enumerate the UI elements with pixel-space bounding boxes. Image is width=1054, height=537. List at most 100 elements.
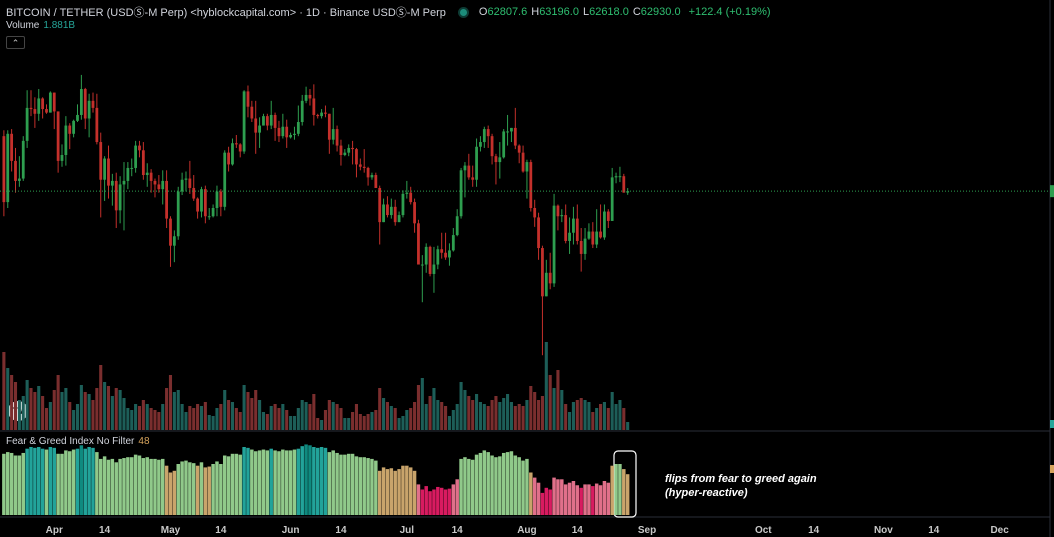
indicator-bar xyxy=(2,453,6,515)
volume-bar xyxy=(110,396,114,430)
volume-bar xyxy=(300,400,304,430)
symbol-title: BITCOIN / TETHER (USDⓈ-M Perp) <hyblockc… xyxy=(6,7,446,19)
indicator-bar xyxy=(191,463,196,515)
candle-body xyxy=(374,175,378,188)
volume-bar xyxy=(269,406,273,430)
indicator-bar xyxy=(184,460,188,515)
candle-body xyxy=(149,172,153,181)
annotation-line: (hyper-reactive) xyxy=(665,487,748,499)
candle-body xyxy=(502,131,506,158)
indicator-bar xyxy=(513,455,518,515)
volume-bar xyxy=(401,416,405,430)
candle-body xyxy=(33,109,37,114)
volume-bar xyxy=(587,402,591,430)
collapse-button[interactable]: ⌃ xyxy=(6,36,25,49)
candle-body xyxy=(118,184,122,211)
indicator-bar xyxy=(591,486,595,515)
indicator-bar xyxy=(463,457,467,515)
candle-body xyxy=(161,180,165,190)
indicator-bar xyxy=(529,472,533,515)
indicator-bar xyxy=(579,487,583,515)
candle-body xyxy=(393,206,397,223)
indicator-bar xyxy=(292,449,297,515)
volume-bar xyxy=(471,400,475,430)
volume-bar xyxy=(122,398,126,430)
indicator-bar xyxy=(323,447,328,515)
indicator-bar xyxy=(288,450,293,515)
candle-body xyxy=(219,191,223,207)
candle-body xyxy=(386,204,389,216)
indicator-bar xyxy=(126,457,130,515)
candle-body xyxy=(285,126,289,138)
indicator-bar xyxy=(195,465,200,515)
indicator-bar xyxy=(354,456,359,515)
indicator-bar xyxy=(269,448,273,515)
volume-bar xyxy=(161,404,165,430)
candle-body xyxy=(548,272,552,284)
candle-body xyxy=(176,191,180,237)
indicator-bar xyxy=(498,456,502,515)
candle-body xyxy=(533,208,537,218)
ohlc-label: L xyxy=(582,6,590,18)
candle-body xyxy=(17,178,21,181)
candle-body xyxy=(525,162,529,172)
indicator-bar xyxy=(211,464,215,515)
indicator-bar xyxy=(587,484,591,515)
volume-bar xyxy=(153,410,157,430)
indicator-bar xyxy=(250,449,254,515)
volume-bar xyxy=(289,416,293,430)
candle-body xyxy=(246,91,250,107)
volume-bar xyxy=(486,406,490,430)
candle-body xyxy=(114,180,118,211)
candle-body xyxy=(568,232,571,241)
candle-body xyxy=(72,120,76,134)
volume-bar xyxy=(192,408,196,430)
candle-body xyxy=(382,204,385,223)
indicator-bar xyxy=(416,484,421,515)
x-tick-label: Nov xyxy=(874,525,893,536)
candle-body xyxy=(591,231,595,245)
volume-bar xyxy=(103,382,107,430)
candle-body xyxy=(200,189,203,212)
indicator-bar xyxy=(571,481,576,515)
indicator-bar xyxy=(234,453,239,515)
volume-bar xyxy=(440,402,444,430)
volume-bar xyxy=(544,342,548,430)
indicator-bar xyxy=(71,449,76,515)
candle-body xyxy=(579,240,583,254)
candle-body xyxy=(440,249,444,253)
volume-bar xyxy=(118,390,122,430)
indicator-bar xyxy=(509,451,514,515)
indicator-bar xyxy=(331,450,335,515)
price-marker xyxy=(1050,185,1054,198)
indicator-bar xyxy=(83,448,87,515)
volume-bar xyxy=(21,396,25,430)
indicator-bar xyxy=(277,451,281,515)
indicator-bar xyxy=(33,447,37,515)
volume-bar xyxy=(285,410,289,430)
volume-bar xyxy=(614,404,618,430)
indicator-bar xyxy=(486,452,490,515)
candle-body xyxy=(76,114,79,121)
x-tick-label: 14 xyxy=(335,525,347,536)
indicator-bar xyxy=(602,481,607,515)
x-tick-label: 14 xyxy=(99,525,111,536)
volume-bar xyxy=(498,402,502,430)
volume-bar xyxy=(354,404,359,430)
indicator-bar xyxy=(598,485,603,515)
indicator-bar xyxy=(424,486,428,515)
indicator-bar xyxy=(176,464,180,515)
ohlc-label: C xyxy=(632,6,641,18)
volume-bar xyxy=(106,386,111,430)
x-tick-label: 14 xyxy=(215,525,227,536)
indicator-bar xyxy=(284,450,289,515)
volume-bar xyxy=(339,408,343,430)
indicator-bar xyxy=(350,453,355,515)
indicator-bar xyxy=(436,486,440,515)
volume-bar xyxy=(626,422,630,430)
candle-body xyxy=(138,145,141,151)
indicator-bar xyxy=(110,458,115,515)
candle-body xyxy=(262,116,265,126)
volume-bar xyxy=(602,402,606,430)
